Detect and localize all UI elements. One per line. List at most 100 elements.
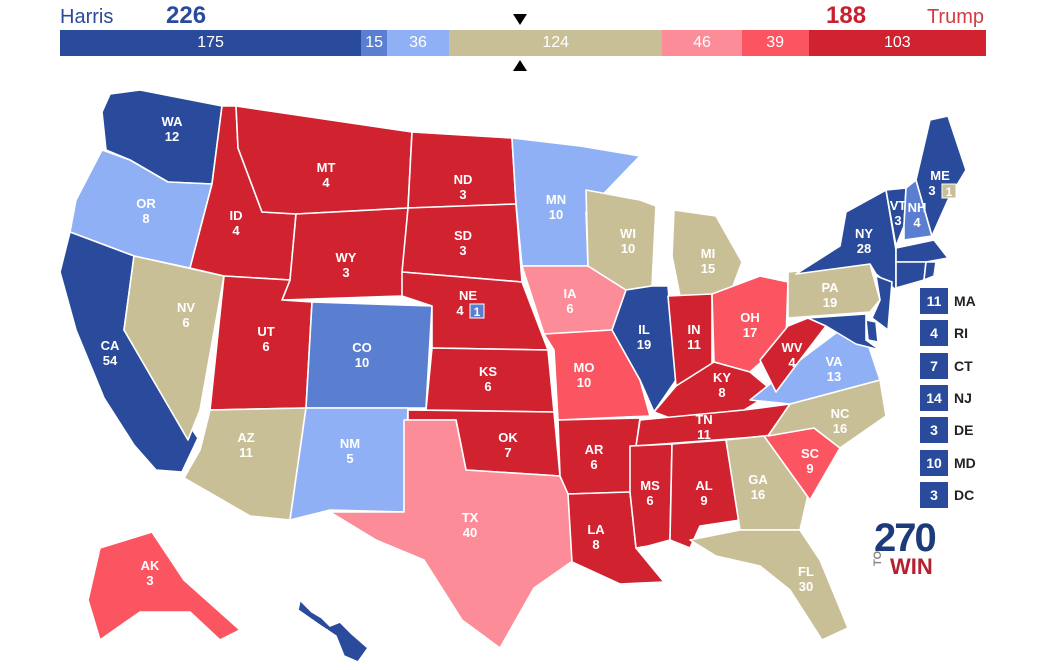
small-state-ri[interactable]: 4 RI xyxy=(920,320,1010,347)
state-label-sd: SD 3 xyxy=(454,228,472,258)
district-ev-ne: 1 xyxy=(474,305,481,319)
state-label-wv: WV 4 xyxy=(782,340,803,370)
state-ev-co: 10 xyxy=(355,355,369,370)
small-state-nj[interactable]: 14 NJ xyxy=(920,384,1010,411)
state-wy[interactable] xyxy=(281,207,409,301)
district-box-me[interactable] xyxy=(941,183,957,199)
state-nj[interactable] xyxy=(871,275,893,331)
state-nh[interactable] xyxy=(903,179,933,241)
state-abbr-nv: NV xyxy=(177,300,195,315)
small-state-abbr: RI xyxy=(954,325,968,342)
electoral-vote-bar: 175 15 36 124 46 39 103 xyxy=(60,30,986,56)
state-az[interactable] xyxy=(183,407,307,521)
state-ev-wa: 12 xyxy=(165,129,179,144)
state-ma[interactable] xyxy=(895,239,949,263)
state-ak[interactable] xyxy=(87,531,241,641)
district-box-ne[interactable] xyxy=(469,303,485,319)
state-abbr-oh: OH xyxy=(740,310,760,325)
state-label-ks: KS 6 xyxy=(479,364,497,394)
state-label-ms: MS 6 xyxy=(640,478,660,508)
state-ri[interactable] xyxy=(923,261,937,281)
state-label-hi: HI 4 xyxy=(316,626,329,656)
ev-bar-segment-lean-dem: 36 xyxy=(387,30,449,56)
state-nm[interactable] xyxy=(289,407,409,521)
state-ga[interactable] xyxy=(725,435,811,531)
state-label-mi: MI 15 xyxy=(701,246,715,276)
small-state-de[interactable]: 3 DE xyxy=(920,417,1010,444)
state-abbr-me: ME xyxy=(930,168,950,183)
state-ev-sd: 3 xyxy=(459,243,466,258)
state-ev-mn: 10 xyxy=(549,207,563,222)
state-ev-pa: 19 xyxy=(823,295,837,310)
trump-name: Trump xyxy=(926,6,984,28)
logo-win: WIN xyxy=(890,554,933,579)
state-label-ky: KY 8 xyxy=(713,370,731,400)
state-abbr-sc: SC xyxy=(801,446,820,461)
state-abbr-az: AZ xyxy=(237,430,254,445)
state-ev-ca: 54 xyxy=(103,353,118,368)
state-label-va: VA 13 xyxy=(825,354,843,384)
state-ct[interactable] xyxy=(895,261,927,289)
state-label-la: LA 8 xyxy=(587,522,605,552)
state-abbr-ne: NE xyxy=(459,288,477,303)
small-state-ct[interactable]: 7 CT xyxy=(920,352,1010,379)
ev-bar-segment-safe-dem: 175 xyxy=(60,30,362,56)
trump-electoral-total: 188 xyxy=(826,2,867,29)
small-state-abbr: MD xyxy=(954,454,976,471)
state-abbr-ar: AR xyxy=(585,442,604,457)
state-de[interactable] xyxy=(865,319,879,343)
state-abbr-ga: GA xyxy=(748,472,768,487)
state-hi[interactable] xyxy=(297,599,369,663)
state-ev-la: 8 xyxy=(592,537,599,552)
state-abbr-ca: CA xyxy=(101,338,120,353)
state-abbr-nd: ND xyxy=(454,172,473,187)
state-abbr-id: ID xyxy=(230,208,243,223)
state-il[interactable] xyxy=(611,285,677,413)
state-ev-hi: 4 xyxy=(318,641,326,656)
state-ev-ut: 6 xyxy=(262,339,269,354)
ev-bar-segment-safe-rep: 103 xyxy=(808,30,986,56)
state-ev-id: 4 xyxy=(232,223,240,238)
state-ev-nh: 4 xyxy=(913,215,921,230)
state-label-al: AL 9 xyxy=(695,478,712,508)
small-state-ma[interactable]: 11 MA xyxy=(920,288,1010,314)
state-abbr-mi: MI xyxy=(701,246,715,261)
state-fl[interactable] xyxy=(689,529,849,641)
small-state-md[interactable]: 10 MD xyxy=(920,449,1010,476)
state-label-co: CO 10 xyxy=(352,340,372,370)
state-ev-tx: 40 xyxy=(463,525,477,540)
state-label-mn: MN 10 xyxy=(546,192,566,222)
state-abbr-pa: PA xyxy=(821,280,839,295)
state-ev-al: 9 xyxy=(700,493,707,508)
small-state-ev[interactable]: 4 xyxy=(920,320,948,347)
small-state-ev[interactable]: 3 xyxy=(920,481,948,508)
state-label-tn: TN 11 xyxy=(695,412,712,442)
270-marker-down-icon xyxy=(513,14,527,25)
ev-bar-segment-lean-rep: 46 xyxy=(662,30,742,56)
small-state-ev[interactable]: 11 xyxy=(920,288,948,314)
state-ev-ak: 3 xyxy=(146,573,153,588)
state-label-ne: NE 4 xyxy=(456,288,477,318)
state-label-nv: NV 6 xyxy=(177,300,195,330)
state-label-fl: FL 30 xyxy=(798,564,814,594)
small-state-ev[interactable]: 14 xyxy=(920,384,948,411)
state-abbr-nh: NH xyxy=(908,200,927,215)
harris-name: Harris xyxy=(60,6,114,28)
state-ev-mt: 4 xyxy=(322,175,330,190)
state-ev-wy: 3 xyxy=(342,265,349,280)
state-md[interactable] xyxy=(807,313,881,351)
state-label-nm: NM 5 xyxy=(340,436,360,466)
small-state-ev[interactable]: 10 xyxy=(920,449,948,476)
state-label-sc: SC 9 xyxy=(801,446,820,476)
state-ev-ny: 28 xyxy=(857,241,871,256)
harris-electoral-total: 226 xyxy=(166,2,207,29)
ev-bar-segment-tossup: 124 xyxy=(448,30,663,56)
state-tx[interactable] xyxy=(329,419,575,649)
state-label-ny: NY 28 xyxy=(855,226,873,256)
small-state-ev[interactable]: 7 xyxy=(920,352,948,379)
small-state-ev[interactable]: 3 xyxy=(920,417,948,444)
small-state-dc[interactable]: 3 DC xyxy=(920,481,1010,508)
state-me[interactable] xyxy=(915,115,967,237)
state-abbr-tx: TX xyxy=(462,510,479,525)
state-ev-ia: 6 xyxy=(566,301,573,316)
